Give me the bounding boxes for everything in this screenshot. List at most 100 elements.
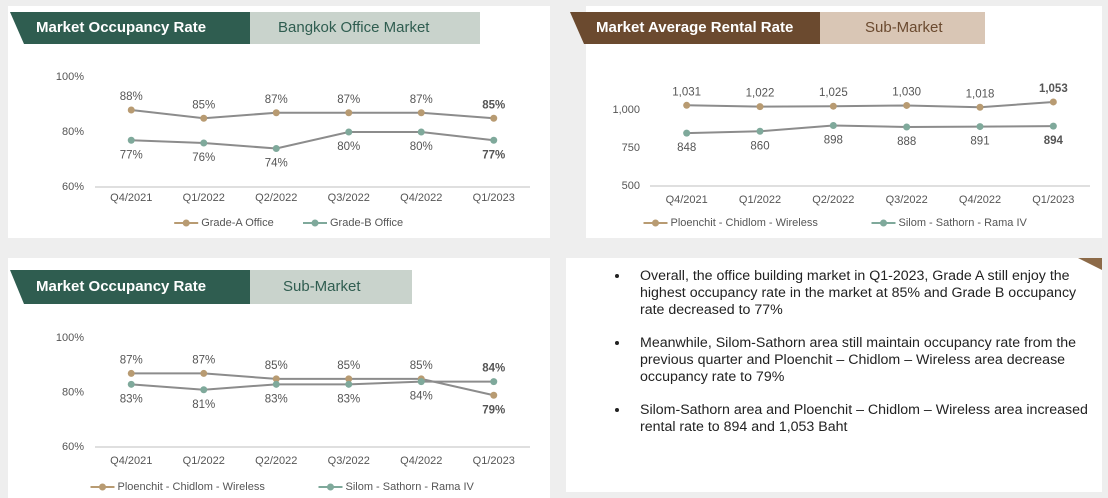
x-tick-label: Q2/2022 bbox=[255, 192, 297, 204]
value-label: 891 bbox=[970, 136, 989, 148]
y-tick-label: 1,000 bbox=[612, 104, 640, 116]
value-label: 80% bbox=[410, 141, 433, 153]
marker bbox=[127, 106, 135, 114]
value-label: 1,031 bbox=[672, 86, 701, 98]
panel bbox=[586, 6, 1102, 238]
note: Overall, the office building market in Q… bbox=[630, 268, 1090, 319]
marker bbox=[829, 102, 837, 110]
marker bbox=[272, 145, 280, 152]
x-tick-label: Q2/2022 bbox=[812, 194, 854, 206]
marker bbox=[490, 114, 498, 122]
marker bbox=[976, 103, 984, 111]
value-label: 87% bbox=[337, 94, 360, 106]
y-tick-label: 500 bbox=[622, 180, 640, 192]
marker bbox=[272, 380, 280, 388]
marker bbox=[200, 114, 208, 122]
marker bbox=[417, 378, 425, 386]
x-tick-label: Q1/2022 bbox=[183, 192, 225, 204]
legend-swatch bbox=[880, 219, 887, 227]
x-tick-label: Q4/2022 bbox=[959, 194, 1001, 206]
legend-swatch bbox=[311, 219, 319, 227]
corner bbox=[1078, 258, 1102, 270]
value-label: 1,022 bbox=[746, 88, 775, 100]
y-tick-label: 60% bbox=[62, 441, 84, 453]
legend-label: Silom - Sathorn - Rama IV bbox=[346, 481, 475, 493]
marker bbox=[490, 391, 498, 399]
legend-swatch bbox=[182, 219, 190, 227]
marker bbox=[903, 101, 911, 109]
tab bbox=[570, 12, 820, 44]
marker bbox=[345, 128, 353, 136]
value-label: 77% bbox=[120, 149, 143, 161]
marker bbox=[490, 378, 498, 386]
x-tick-label: Q1/2023 bbox=[473, 192, 515, 204]
x-tick-label: Q4/2022 bbox=[400, 455, 442, 467]
y-tick-label: 100% bbox=[56, 71, 84, 83]
value-label: 81% bbox=[192, 399, 215, 411]
series-line bbox=[131, 109, 494, 120]
legend-label: Ploenchit - Chidlom - Wireless bbox=[671, 217, 819, 229]
legend-label: Silom - Sathorn - Rama IV bbox=[899, 217, 1028, 229]
value-label: 76% bbox=[192, 152, 215, 164]
series-line bbox=[686, 100, 1054, 109]
x-tick-label: Q1/2023 bbox=[473, 455, 515, 467]
series-line bbox=[686, 124, 1054, 135]
legend-label: Grade-B Office bbox=[330, 217, 403, 229]
marker bbox=[345, 375, 353, 383]
value-label: 898 bbox=[824, 135, 843, 147]
value-label: 85% bbox=[337, 360, 360, 372]
notes: Overall, the office building market in Q… bbox=[600, 268, 1090, 452]
note: Silom-Sathorn area and Ploenchit – Chidl… bbox=[630, 402, 1090, 436]
chart-title: Market Occupancy Rate bbox=[36, 278, 206, 295]
panel bbox=[8, 6, 550, 238]
value-label: 84% bbox=[410, 391, 433, 403]
x-tick-label: Q4/2022 bbox=[400, 192, 442, 204]
chart-subtitle: Bangkok Office Market bbox=[278, 19, 430, 36]
value-label: 83% bbox=[120, 393, 143, 405]
note: Meanwhile, Silom-Sathorn area still main… bbox=[630, 335, 1090, 386]
x-tick-label: Q1/2022 bbox=[739, 194, 781, 206]
value-label: 860 bbox=[750, 140, 769, 152]
marker bbox=[976, 123, 984, 131]
x-tick-label: Q1/2023 bbox=[1032, 194, 1074, 206]
y-tick-label: 750 bbox=[622, 142, 640, 154]
marker bbox=[200, 139, 208, 147]
marker bbox=[756, 127, 764, 135]
marker bbox=[1049, 98, 1057, 106]
value-label: 79% bbox=[482, 404, 505, 416]
x-tick-label: Q4/2021 bbox=[110, 192, 152, 204]
value-label: 85% bbox=[265, 360, 288, 372]
y-tick-label: 80% bbox=[62, 126, 84, 138]
value-label: 894 bbox=[1044, 135, 1064, 147]
value-label: 1,025 bbox=[819, 87, 848, 99]
marker bbox=[1049, 122, 1057, 130]
marker bbox=[683, 129, 691, 137]
marker bbox=[272, 109, 280, 117]
marker bbox=[200, 386, 208, 394]
value-label: 87% bbox=[192, 354, 215, 366]
chart-subtitle: Sub-Market bbox=[283, 278, 361, 295]
value-label: 85% bbox=[410, 360, 433, 372]
tab bbox=[10, 12, 250, 44]
x-tick-label: Q3/2022 bbox=[328, 455, 370, 467]
notes-list: Overall, the office building market in Q… bbox=[600, 268, 1090, 436]
x-tick-label: Q4/2021 bbox=[110, 455, 152, 467]
legend-label: Grade-A Office bbox=[201, 217, 274, 229]
y-tick-label: 80% bbox=[62, 386, 84, 398]
marker bbox=[490, 136, 498, 144]
chart-title: Market Occupancy Rate bbox=[36, 19, 206, 36]
value-label: 80% bbox=[337, 141, 360, 153]
x-tick-label: Q3/2022 bbox=[328, 192, 370, 204]
value-label: 77% bbox=[482, 149, 505, 161]
marker bbox=[200, 369, 208, 377]
legend-label: Ploenchit - Chidlom - Wireless bbox=[118, 481, 266, 493]
marker bbox=[756, 103, 764, 111]
marker bbox=[345, 109, 353, 117]
x-tick-label: Q3/2022 bbox=[886, 194, 928, 206]
value-label: 87% bbox=[265, 94, 288, 106]
panel bbox=[566, 258, 1102, 492]
value-label: 84% bbox=[482, 363, 505, 375]
legend-swatch bbox=[99, 483, 106, 491]
tab bbox=[10, 270, 250, 304]
